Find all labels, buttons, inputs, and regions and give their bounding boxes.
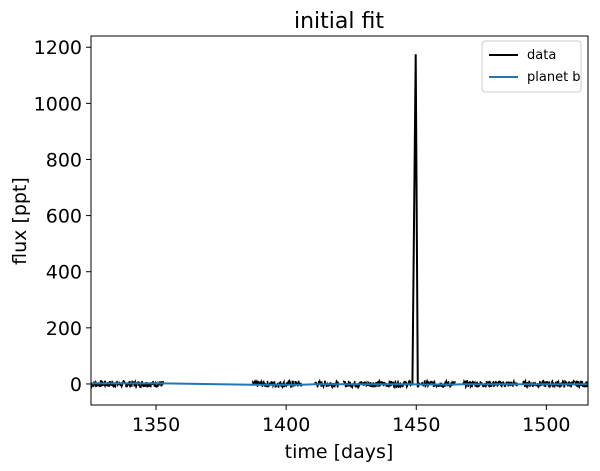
x-axis-label: time [days] xyxy=(285,441,394,463)
y-tick-label: 0 xyxy=(70,374,82,396)
y-tick-label: 1000 xyxy=(34,93,82,115)
x-tick-label: 1500 xyxy=(522,414,570,436)
y-axis: 0 200 400 600 800 1000 1200 xyxy=(34,37,91,396)
y-tick-label: 400 xyxy=(46,262,82,284)
x-tick-label: 1400 xyxy=(262,414,310,436)
legend-label-data: data xyxy=(527,48,556,63)
y-axis-label: flux [ppt] xyxy=(9,177,31,265)
x-axis: 1350 1400 1450 1500 xyxy=(132,405,571,436)
x-tick-label: 1450 xyxy=(392,414,440,436)
y-tick-label: 200 xyxy=(46,318,82,340)
planet-b-series-line xyxy=(91,382,588,386)
legend-label-planet-b: planet b xyxy=(527,70,581,85)
data-series-line xyxy=(314,378,339,390)
y-tick-label: 1200 xyxy=(34,37,82,59)
y-tick-label: 600 xyxy=(46,206,82,228)
chart-title: initial fit xyxy=(294,9,384,34)
data-series-line xyxy=(462,378,519,390)
legend-box xyxy=(481,40,582,93)
x-tick-label: 1350 xyxy=(132,414,180,436)
y-tick-label: 800 xyxy=(46,149,82,171)
plot-frame xyxy=(90,35,589,406)
data-series-line xyxy=(522,378,588,390)
legend: data planet b xyxy=(481,40,582,93)
data-series-spike xyxy=(411,54,421,388)
series-layer xyxy=(91,54,588,390)
